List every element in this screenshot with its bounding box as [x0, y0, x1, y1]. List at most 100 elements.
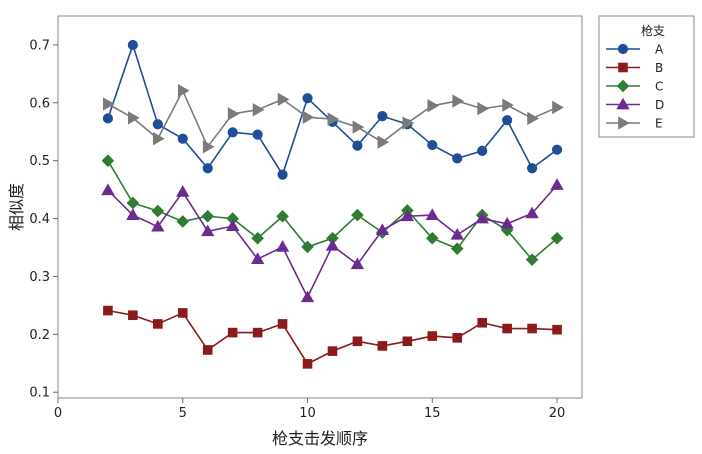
data-point-B [202, 345, 213, 355]
legend-marker [618, 116, 630, 130]
legend-item-D: D [606, 97, 664, 112]
data-point-A [152, 119, 163, 130]
legend-marker [616, 97, 630, 110]
data-point-B [427, 331, 438, 341]
data-point-C [176, 215, 190, 228]
data-point-D [375, 223, 390, 236]
legend-label: E [655, 117, 663, 131]
data-point-E [502, 98, 514, 112]
legend-marker [617, 43, 629, 55]
data-point-C [276, 209, 289, 223]
data-point-D [300, 290, 315, 303]
data-point-E [227, 107, 240, 121]
y-tick-label: 0.5 [29, 154, 50, 169]
data-point-E [527, 111, 539, 126]
y-tick-label: 0.2 [29, 328, 50, 343]
legend-item-B: B [606, 61, 663, 75]
data-point-E [177, 84, 190, 98]
data-point-A [502, 115, 513, 126]
data-point-C [301, 240, 314, 254]
data-point-D [325, 238, 340, 251]
data-point-D [550, 178, 564, 190]
data-point-D [450, 227, 464, 240]
series-D [101, 178, 564, 303]
data-point-B [502, 323, 512, 334]
data-point-E [128, 111, 140, 125]
data-point-A [477, 145, 488, 156]
data-point-A [102, 113, 114, 124]
data-point-E [103, 97, 115, 111]
y-axis: 0.1 0.2 0.3 0.4 0.5 0.6 0.7 [29, 38, 58, 401]
data-point-C [201, 209, 215, 223]
data-point-B [153, 319, 163, 329]
data-point-B [128, 310, 138, 321]
series-layer [101, 39, 564, 369]
data-point-B [227, 327, 238, 338]
data-point-E [152, 132, 165, 146]
data-point-D [176, 185, 190, 197]
data-point-A [302, 93, 313, 104]
x-tick-label: 10 [299, 406, 316, 421]
data-point-D [201, 224, 215, 237]
data-point-D [275, 240, 290, 252]
data-point-D [350, 257, 365, 270]
data-point-A [202, 163, 213, 174]
y-axis-title: 相似度 [7, 183, 26, 231]
data-point-E [427, 99, 440, 113]
data-point-C [550, 231, 564, 245]
series-E [103, 84, 564, 154]
data-point-D [101, 183, 115, 196]
data-point-B [327, 346, 338, 356]
data-point-C [251, 231, 264, 245]
data-point-A [127, 39, 138, 51]
data-point-D [126, 208, 140, 220]
legend-box [598, 15, 695, 138]
data-point-E [302, 110, 315, 124]
data-point-E [352, 120, 365, 134]
data-point-D [226, 219, 240, 231]
data-point-E [202, 140, 215, 154]
series-B [103, 305, 562, 369]
x-tick-label: 20 [549, 406, 566, 421]
data-point-A [277, 169, 288, 180]
data-point-B [177, 308, 188, 318]
data-point-B [377, 341, 388, 351]
data-point-C [151, 204, 165, 218]
data-point-B [477, 317, 487, 328]
y-tick-label: 0.1 [29, 386, 50, 401]
x-tick-label: 5 [179, 406, 187, 421]
plot-area [57, 15, 583, 399]
legend-item-A: A [606, 43, 664, 57]
data-point-A [526, 163, 538, 174]
x-axis: 0 5 10 15 20 [54, 398, 565, 421]
data-point-B [452, 333, 463, 343]
data-point-A [352, 140, 363, 151]
data-point-C [101, 154, 115, 168]
legend-title: 枪支 [641, 23, 665, 38]
x-tick-label: 0 [54, 406, 62, 421]
data-point-C [525, 253, 539, 266]
y-tick-label: 0.7 [29, 38, 50, 53]
data-point-D [250, 252, 265, 264]
y-tick-label: 0.6 [29, 96, 50, 111]
legend-label: B [655, 61, 663, 75]
data-point-A [252, 129, 263, 140]
y-tick-label: 0.4 [29, 212, 50, 227]
y-tick-label: 0.3 [29, 270, 50, 285]
data-point-A [427, 139, 438, 151]
legend-item-E: E [606, 116, 663, 131]
data-point-A [227, 127, 238, 138]
data-point-E [402, 116, 415, 130]
data-point-B [352, 336, 363, 347]
data-point-A [377, 111, 388, 122]
data-point-C [450, 242, 464, 255]
data-point-A [452, 153, 463, 164]
data-point-E [377, 135, 390, 149]
legend-label: C [655, 80, 663, 94]
data-point-E [452, 94, 465, 108]
data-point-E [277, 92, 290, 107]
